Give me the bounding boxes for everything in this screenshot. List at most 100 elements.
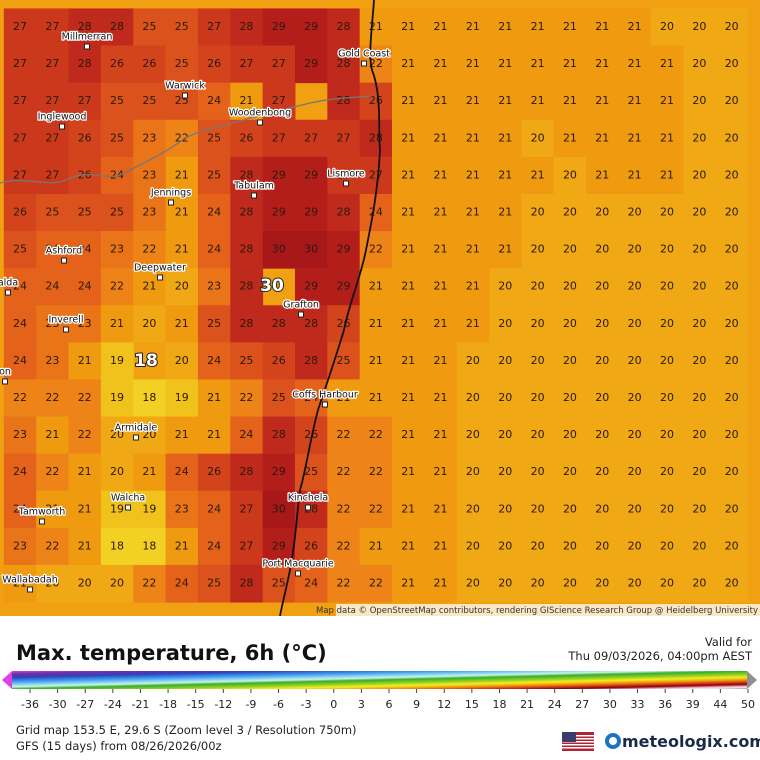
temperature-value: 25 [207,168,221,181]
attribution: Map data © OpenStreetMap contributors, r… [316,606,758,616]
temperature-cell [133,379,167,418]
temperature-cell [197,45,231,84]
temperature-cell [3,45,37,84]
temperature-cell [553,305,587,343]
temperature-cell [521,490,555,529]
temperature-cell [68,416,102,455]
temperature-cell [100,119,134,158]
temperature-cell [165,416,199,455]
temperature-cell [683,342,717,380]
temperature-value: 29 [272,206,286,219]
temperature-cell [68,305,102,343]
temperature-cell [294,527,328,566]
temperature-value: 21 [175,243,189,256]
logo-icon-inner [609,737,617,745]
temperature-value: 20 [531,317,545,330]
temperature-cell [618,268,652,306]
colorbar-tick-label: -9 [245,698,256,711]
temperature-cell [715,231,749,269]
temperature-value: 22 [337,577,351,590]
legend-title: Max. temperature, 6h (°C) [16,641,327,665]
temperature-cell [262,231,296,269]
temperature-value: 25 [207,131,221,144]
temperature-value: 26 [272,354,286,367]
temperature-value: 22 [369,577,383,590]
temperature-value: 23 [207,280,221,293]
temperature-cell [165,453,199,492]
temperature-cell [489,268,522,306]
temperature-cell [133,564,167,603]
temperature-cell [294,8,328,47]
temperature-cell [521,231,555,269]
temperature-value: 20 [466,465,480,478]
temperature-cell [650,45,684,84]
temperature-value: 18 [142,539,156,552]
temperature-cell [392,416,425,455]
temperature-cell [165,8,199,47]
temperature-cell [618,119,652,158]
temperature-cell [424,379,458,418]
temperature-value: 25 [110,206,124,219]
temperature-cell [715,342,749,380]
temperature-value: 28 [239,20,253,33]
temperature-value: 21 [498,206,512,219]
temperature-value: 22 [337,428,351,441]
temperature-value: 21 [434,391,448,404]
temperature-cell [197,82,231,121]
temperature-cell [230,564,264,603]
temperature-value: 20 [628,354,642,367]
temperature-value: 27 [13,131,27,144]
temperature-cell [553,490,587,529]
temperature-cell [262,193,296,232]
place-marker [295,570,301,577]
temperature-value: 21 [401,206,415,219]
temperature-value: 20 [595,243,609,256]
place-name: on [0,367,11,378]
colorbar-tick-label: -21 [131,698,149,711]
temperature-cell [392,156,425,195]
temperature-cell [683,45,717,84]
temperature-cell [392,527,425,566]
temperature-cell [650,8,684,47]
temperature-cell [489,453,522,492]
temperature-cell [424,453,458,492]
temperature-cell [3,564,37,603]
temperature-cell [359,564,393,603]
colorbar-tick-label: 21 [520,698,534,711]
temperature-value: 27 [239,502,253,515]
temperature-cell [3,416,37,455]
temperature-value: 20 [531,577,545,590]
temperature-value: 20 [531,354,545,367]
temperature-value: 21 [595,57,609,70]
temperature-value: 28 [272,428,286,441]
temperature-value: 26 [239,131,253,144]
temperature-cell [715,45,749,84]
temperature-value: 20 [692,20,706,33]
temperature-cell [683,156,717,195]
temperature-value: 19 [110,354,124,367]
temperature-cell [489,119,522,158]
temperature-value: 21 [369,539,383,552]
temperature-value: 25 [337,354,351,367]
temperature-value: 21 [369,391,383,404]
temperature-value: 21 [563,57,577,70]
temperature-cell [586,490,619,529]
temperature-cell [100,45,134,84]
temperature-value: 24 [110,168,124,181]
place-name: Gold Coast [338,49,390,60]
temperature-value: 20 [628,243,642,256]
temperature-value: 21 [110,317,124,330]
place-name: Armidale [115,423,158,434]
temperature-value: 28 [239,206,253,219]
temperature-value: 20 [660,465,674,478]
temperature-value: 21 [531,168,545,181]
temperature-cell [36,156,70,195]
temperature-cell [456,490,490,529]
temperature-cell [294,156,328,195]
temperature-value: 20 [692,168,706,181]
temperature-cell [359,379,393,418]
temperature-cell [133,8,167,47]
temperature-cell [36,453,70,492]
temperature-value: 22 [369,57,383,70]
temperature-value: 22 [142,577,156,590]
